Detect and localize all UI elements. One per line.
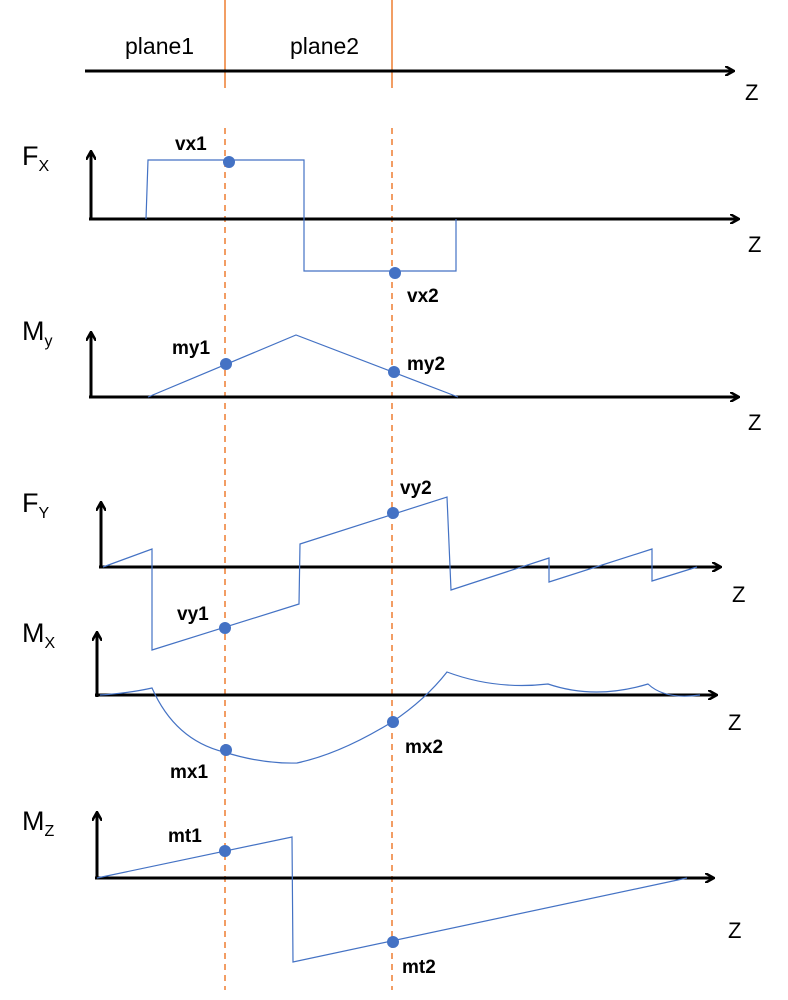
my-axis-label: My bbox=[22, 316, 53, 350]
fx-axis-label: FX bbox=[22, 141, 50, 175]
mx-axis-label: MX bbox=[22, 618, 56, 652]
mz-torsion-curve bbox=[96, 836, 688, 963]
vx1-label: vx1 bbox=[175, 134, 207, 155]
my-moment-curve bbox=[147, 334, 459, 398]
vy2-point bbox=[387, 507, 399, 519]
mt2-point bbox=[387, 936, 399, 948]
mt1-label: mt1 bbox=[168, 826, 202, 847]
mz-axis-label: MZ bbox=[22, 806, 55, 840]
plane1-label: plane1 bbox=[125, 33, 194, 59]
my2-label: my2 bbox=[407, 354, 445, 375]
fy-shear-curve bbox=[102, 496, 698, 651]
vx2-label: vx2 bbox=[407, 286, 439, 307]
fy-axis-label: FY bbox=[22, 488, 50, 522]
fy-z-label: Z bbox=[732, 582, 745, 607]
plane2-label: plane2 bbox=[290, 33, 359, 59]
mx1-point bbox=[220, 744, 232, 756]
mt1-point bbox=[219, 845, 231, 857]
vy1-label: vy1 bbox=[177, 604, 209, 625]
mx-z-label: Z bbox=[728, 710, 741, 735]
mx2-label: mx2 bbox=[405, 737, 443, 758]
mx1-label: mx1 bbox=[170, 762, 208, 783]
mx2-point bbox=[387, 716, 399, 728]
vy1-point bbox=[219, 622, 231, 634]
my1-point bbox=[220, 358, 232, 370]
mt2-label: mt2 bbox=[402, 957, 436, 978]
mx-moment-curve bbox=[99, 671, 701, 764]
vx1-point bbox=[223, 156, 235, 168]
mz-z-label: Z bbox=[728, 918, 741, 943]
my2-point bbox=[388, 366, 400, 378]
top-z-label: Z bbox=[745, 80, 758, 105]
fx-shear-curve bbox=[145, 159, 457, 272]
vy2-label: vy2 bbox=[400, 478, 432, 499]
my-z-label: Z bbox=[748, 410, 761, 435]
my1-label: my1 bbox=[172, 338, 210, 359]
fx-z-label: Z bbox=[748, 232, 761, 257]
vx2-point bbox=[389, 267, 401, 279]
